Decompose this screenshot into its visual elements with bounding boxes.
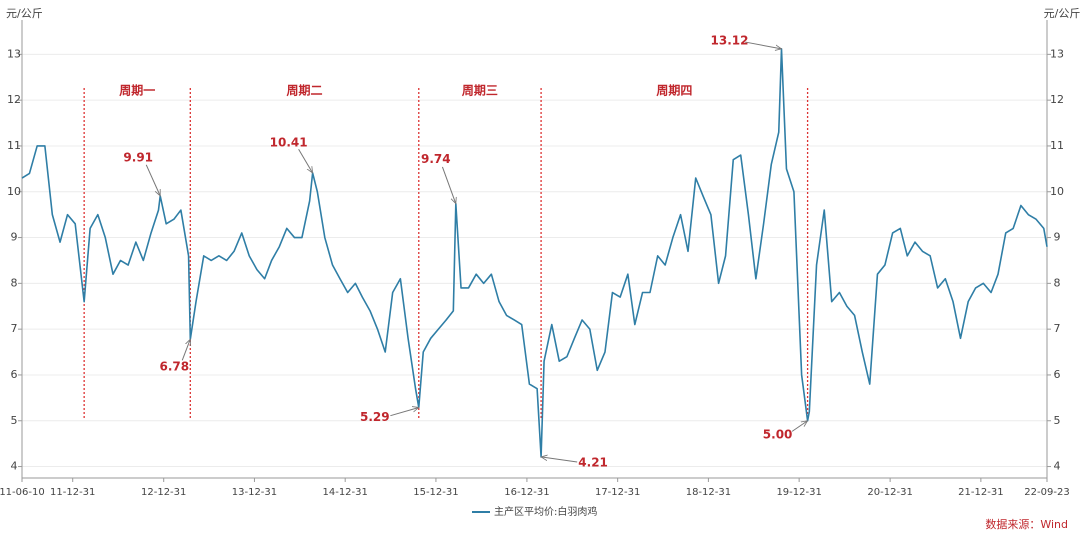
cycle-label: 周期三 xyxy=(462,83,498,98)
annotation-label: 5.29 xyxy=(360,410,390,424)
x-tick-label: 17-12-31 xyxy=(595,487,640,498)
x-tick-label: 15-12-31 xyxy=(413,487,458,498)
annotation-label: 4.21 xyxy=(578,455,608,469)
y-tick-label: 5 xyxy=(11,414,18,427)
annotation-arrow xyxy=(298,148,313,173)
legend-label: 主产区平均价:白羽肉鸡 xyxy=(494,505,597,518)
x-tick-label: 20-12-31 xyxy=(867,487,912,498)
annotation-arrow xyxy=(745,41,781,49)
price-line xyxy=(21,48,1048,458)
source-note: 数据来源：Wind xyxy=(985,517,1068,531)
y2-tick-label: 13 xyxy=(1050,47,1064,60)
annotation-label: 9.74 xyxy=(421,152,451,166)
y2-tick-label: 6 xyxy=(1054,368,1061,381)
y-axis-unit: 元/公斤 xyxy=(6,7,43,20)
annotation-arrow xyxy=(181,339,190,361)
y2-tick-label: 7 xyxy=(1054,322,1061,335)
x-tick-label: 22-09-23 xyxy=(1024,487,1069,498)
annotation-label: 9.91 xyxy=(123,150,153,164)
y2-tick-label: 4 xyxy=(1054,460,1061,473)
y-tick-label: 8 xyxy=(11,276,18,289)
y2-axis-unit: 元/公斤 xyxy=(1044,7,1080,20)
y-tick-label: 4 xyxy=(11,460,18,473)
annotation-arrow xyxy=(541,457,578,463)
x-tick-label: 21-12-31 xyxy=(958,487,1003,498)
y2-tick-label: 9 xyxy=(1054,231,1061,244)
annotation-arrow xyxy=(441,166,455,204)
annotation-label: 10.41 xyxy=(270,135,308,149)
x-tick-label: 11-06-10 xyxy=(0,487,45,498)
annotation-label: 6.78 xyxy=(160,360,190,374)
annotation-label: 13.12 xyxy=(711,33,749,47)
x-tick-label: 13-12-31 xyxy=(232,487,277,498)
annotation-label: 5.00 xyxy=(763,427,793,441)
cycle-label: 周期四 xyxy=(656,83,692,98)
y-tick-label: 13 xyxy=(7,47,21,60)
annotation-arrow xyxy=(390,407,418,417)
y-tick-label: 6 xyxy=(11,368,18,381)
cycle-label: 周期二 xyxy=(287,83,323,98)
cycle-label: 周期一 xyxy=(119,83,155,98)
x-tick-label: 12-12-31 xyxy=(141,487,186,498)
x-tick-label: 14-12-31 xyxy=(322,487,367,498)
y2-tick-label: 10 xyxy=(1050,185,1064,198)
y-tick-label: 12 xyxy=(7,93,21,106)
x-tick-label: 11-12-31 xyxy=(50,487,95,498)
x-tick-label: 18-12-31 xyxy=(686,487,731,498)
y2-tick-label: 12 xyxy=(1050,93,1064,106)
y2-tick-label: 11 xyxy=(1050,139,1064,152)
y-tick-label: 10 xyxy=(7,185,21,198)
x-tick-label: 19-12-31 xyxy=(776,487,821,498)
annotation-arrow xyxy=(791,421,808,432)
x-tick-label: 16-12-31 xyxy=(504,487,549,498)
y-tick-label: 9 xyxy=(11,231,18,244)
y-tick-label: 7 xyxy=(11,322,18,335)
annotation-arrow xyxy=(145,164,161,196)
y-tick-label: 11 xyxy=(7,139,21,152)
y2-tick-label: 5 xyxy=(1054,414,1061,427)
y2-tick-label: 8 xyxy=(1054,276,1061,289)
